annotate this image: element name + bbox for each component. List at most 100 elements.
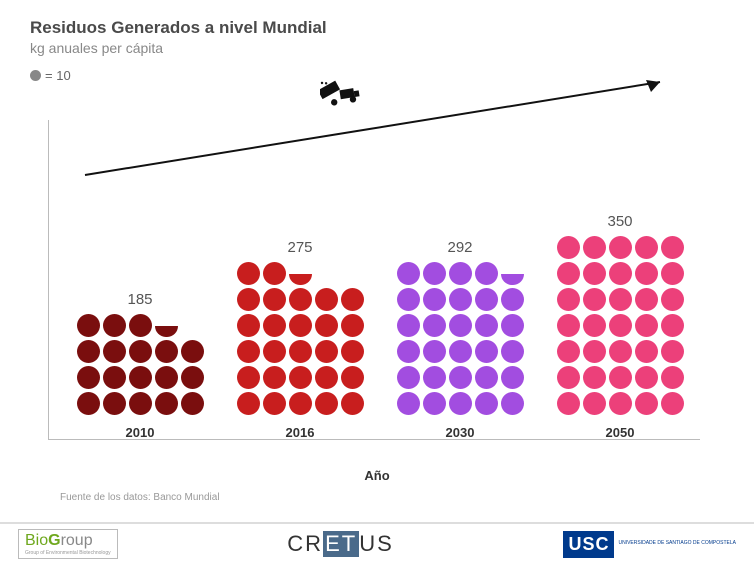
dot-grid <box>237 262 364 415</box>
dot <box>557 340 580 363</box>
dot <box>181 340 204 363</box>
dot <box>475 392 498 415</box>
dot <box>609 392 632 415</box>
dot <box>475 340 498 363</box>
dot <box>661 262 684 285</box>
dot <box>501 340 524 363</box>
dot-grid <box>77 314 204 415</box>
dot <box>181 366 204 389</box>
dot <box>341 340 364 363</box>
dot <box>635 288 658 311</box>
dot <box>397 340 420 363</box>
dot <box>397 392 420 415</box>
dot <box>609 366 632 389</box>
value-label: 292 <box>447 239 472 256</box>
dot <box>155 366 178 389</box>
dot <box>609 288 632 311</box>
dot <box>583 314 606 337</box>
dot <box>501 314 524 337</box>
dot <box>449 392 472 415</box>
dot <box>181 392 204 415</box>
biogroup-logo: BioGroup Group of Environmental Biotechn… <box>18 529 118 559</box>
dot <box>475 366 498 389</box>
half-dot <box>501 274 524 286</box>
source-text: Fuente de los datos: Banco Mundial <box>60 492 220 503</box>
dot <box>609 262 632 285</box>
dot <box>103 340 126 363</box>
dot <box>129 314 152 337</box>
dot <box>501 392 524 415</box>
dot <box>341 366 364 389</box>
dot <box>237 262 260 285</box>
dot <box>155 392 178 415</box>
dot <box>475 314 498 337</box>
dot <box>557 262 580 285</box>
column-2016: 275 2016 <box>230 239 370 440</box>
dot <box>661 236 684 259</box>
dot <box>341 288 364 311</box>
dot <box>315 314 338 337</box>
year-label: 2050 <box>606 425 635 440</box>
dot <box>583 288 606 311</box>
dot <box>315 340 338 363</box>
dot <box>661 314 684 337</box>
dot <box>423 262 446 285</box>
dot <box>237 340 260 363</box>
dot <box>449 366 472 389</box>
dot <box>315 366 338 389</box>
dot <box>475 288 498 311</box>
dot <box>423 366 446 389</box>
dot <box>103 366 126 389</box>
dot <box>263 262 286 285</box>
half-dot <box>289 274 312 286</box>
dot <box>129 392 152 415</box>
chart-title: Residuos Generados a nivel Mundial <box>30 18 724 38</box>
dot <box>635 392 658 415</box>
dot <box>289 366 312 389</box>
x-axis-label: Año <box>0 468 754 483</box>
dot <box>583 366 606 389</box>
dot <box>635 314 658 337</box>
dot <box>635 366 658 389</box>
dot <box>583 262 606 285</box>
year-label: 2016 <box>286 425 315 440</box>
dot <box>237 392 260 415</box>
dot <box>609 340 632 363</box>
dot <box>557 236 580 259</box>
dot <box>263 314 286 337</box>
column-2030: 2922030 <box>390 239 530 440</box>
dot <box>501 288 524 311</box>
dot <box>635 340 658 363</box>
dot <box>237 314 260 337</box>
dot <box>397 262 420 285</box>
dot <box>449 288 472 311</box>
dot <box>449 340 472 363</box>
dot <box>609 236 632 259</box>
dot <box>501 366 524 389</box>
dot <box>609 314 632 337</box>
legend-dot-icon <box>30 70 41 81</box>
dot <box>129 340 152 363</box>
dot <box>103 392 126 415</box>
dot <box>289 392 312 415</box>
dot <box>635 236 658 259</box>
dot <box>557 314 580 337</box>
dot <box>77 392 100 415</box>
column-2050: 3502050 <box>550 213 690 440</box>
year-label: 2010 <box>126 425 155 440</box>
footer: BioGroup Group of Environmental Biotechn… <box>0 522 754 564</box>
dot <box>423 314 446 337</box>
dot <box>397 366 420 389</box>
half-dot <box>155 326 178 338</box>
dot <box>423 288 446 311</box>
dot <box>315 392 338 415</box>
dot <box>289 314 312 337</box>
value-label: 185 <box>127 291 152 308</box>
dot <box>583 236 606 259</box>
value-label: 275 <box>287 239 312 256</box>
dot <box>289 288 312 311</box>
dot <box>341 392 364 415</box>
dot <box>449 314 472 337</box>
chart-area: 185 2010 275 2016 29220303502050 <box>60 120 700 440</box>
dot <box>583 392 606 415</box>
